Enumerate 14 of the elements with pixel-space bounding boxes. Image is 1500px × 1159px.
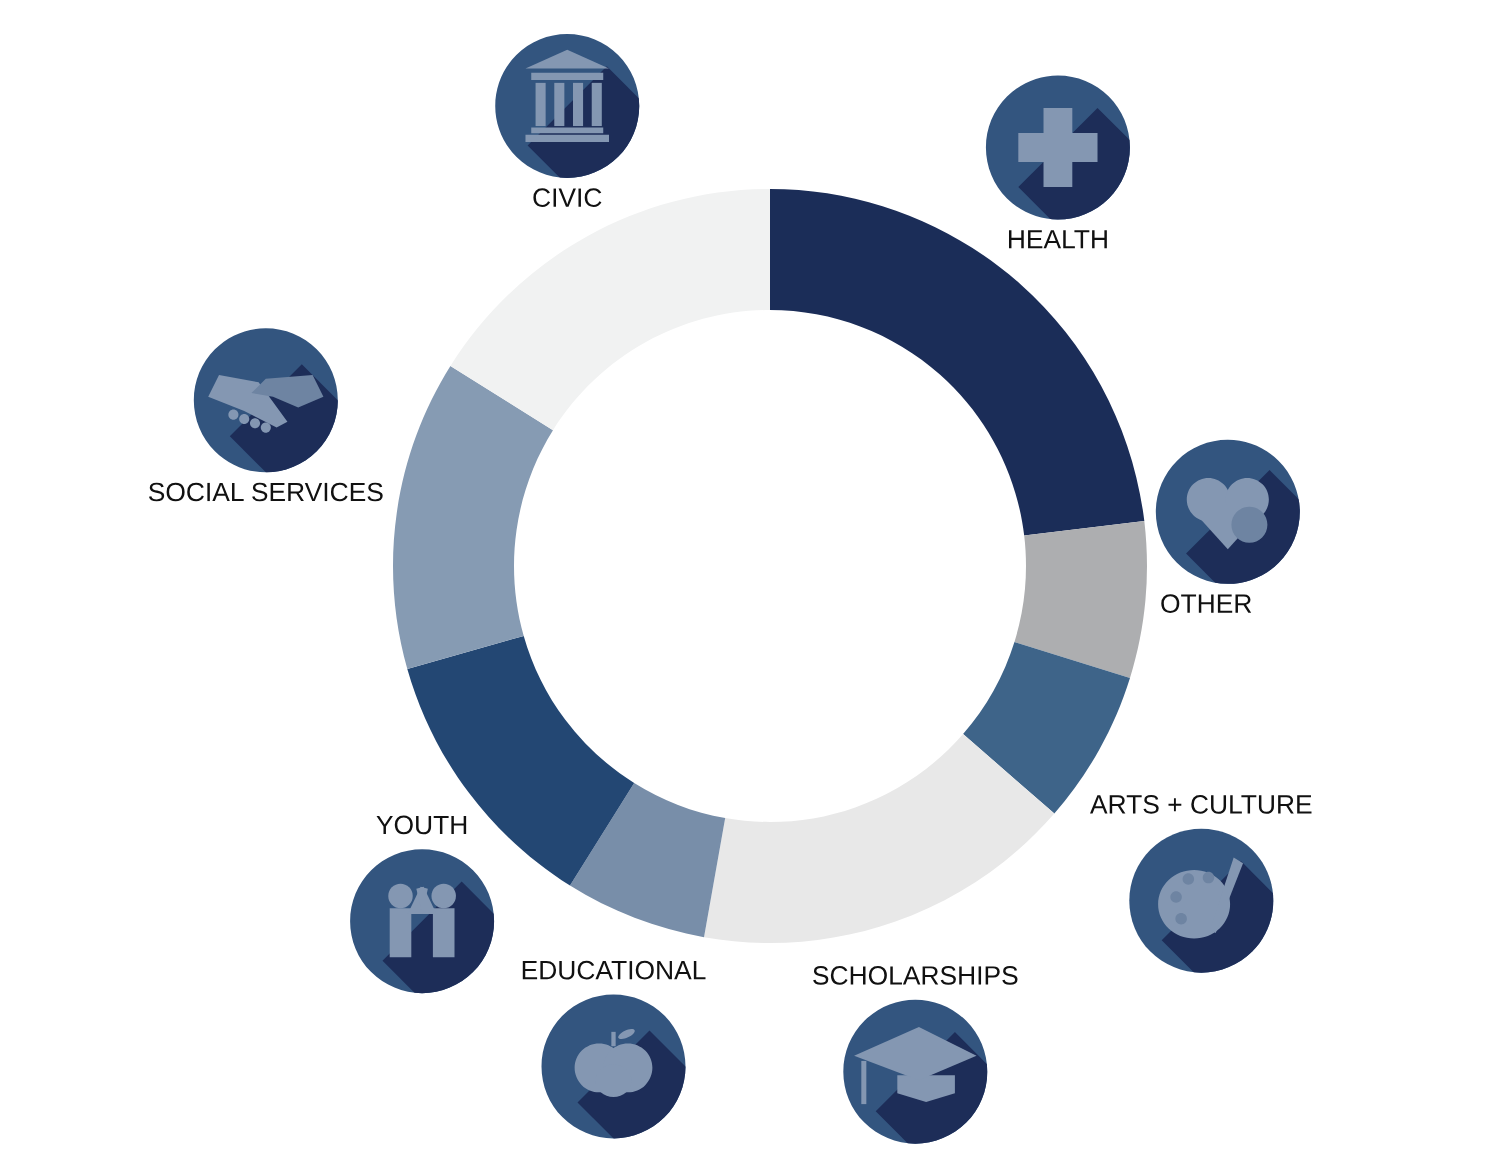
slice-label: EDUCATIONAL <box>522 960 706 980</box>
donut-slice <box>770 189 1145 536</box>
slice-label: HEALTH <box>1008 230 1107 249</box>
slice-label: SCHOLARSHIPS <box>813 966 1018 985</box>
donut-slice <box>1014 521 1147 678</box>
slice-label: CIVIC <box>533 188 602 207</box>
donut-slice <box>704 734 1055 943</box>
slice-label: SOCIAL SERVICES <box>148 482 383 502</box>
slice-label: ARTS + CULTURE <box>1090 795 1312 814</box>
donut-slice <box>393 366 553 669</box>
donut-slice <box>450 189 770 431</box>
slice-label: OTHER <box>1161 594 1252 613</box>
donut-slice <box>570 783 726 938</box>
slice-label: YOUTH <box>376 815 467 835</box>
